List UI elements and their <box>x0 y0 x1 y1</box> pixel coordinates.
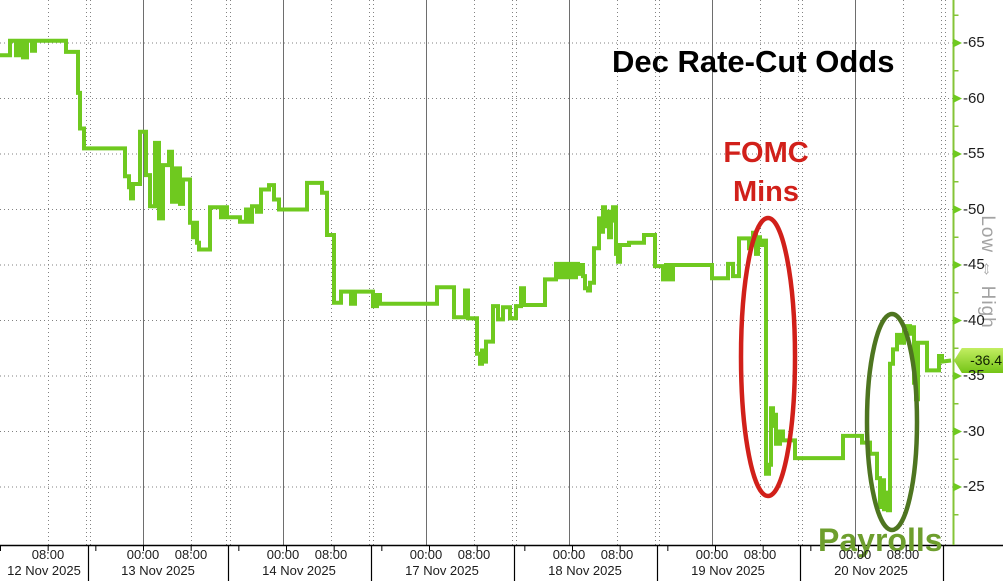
y-axis-label: -35 <box>963 367 985 384</box>
fomc-ellipse <box>738 215 798 499</box>
x-axis-time-label: 00:00 <box>838 547 872 562</box>
y-axis-label: -60 <box>963 89 985 107</box>
y-axis-label: -45 <box>963 256 985 273</box>
x-axis-time-label: 08:00 <box>457 547 491 562</box>
y-axis-arrow-tick <box>953 427 962 436</box>
fomc-annotation-line2: Mins <box>732 176 800 208</box>
y-axis-label: -65 <box>963 34 985 51</box>
last-value-badge: -36.4 <box>954 347 1003 373</box>
x-axis-date-label: 13 Nov 2025 <box>121 563 195 578</box>
x-axis-time-label: 08:00 <box>174 547 208 562</box>
y-axis-arrow-tick <box>953 371 962 381</box>
x-axis-date-label: 20 Nov 2025 <box>834 563 908 578</box>
x-axis-time-label: 00:00 <box>695 547 729 562</box>
x-axis-date-label: 14 Nov 2025 <box>262 563 336 578</box>
x-axis-time-label: 00:00 <box>409 547 443 562</box>
x-axis-time-label: 08:00 <box>886 547 920 562</box>
chart-title: Dec Rate-Cut Odds <box>612 44 895 79</box>
y-axis-label: -30 <box>963 422 985 440</box>
x-axis-time-label: 08:00 <box>600 547 634 562</box>
price-line[interactable] <box>0 38 952 513</box>
fomc-annotation: FOMC Mins <box>688 134 844 212</box>
x-axis-time-label: 08:00 <box>31 547 65 562</box>
y-axis-label: -25 <box>963 478 985 495</box>
payrolls-annotation: Payrolls <box>818 522 943 558</box>
y-axis-arrow-tick <box>953 94 962 103</box>
x-axis-time-label: 08:00 <box>743 547 777 562</box>
x-axis-time-label: 00:00 <box>126 547 160 562</box>
y-axis-label: -50 <box>963 200 985 218</box>
x-axis-date-label: 19 Nov 2025 <box>691 563 765 578</box>
x-axis-date-label: 18 Nov 2025 <box>548 563 622 578</box>
fomc-annotation-line1: FOMC <box>723 137 809 169</box>
x-axis-time-label: 00:00 <box>552 547 586 562</box>
y-axis-arrow-tick <box>953 260 962 270</box>
y-axis-label: -40 <box>963 311 985 329</box>
y-axis-arrow-tick <box>953 316 962 325</box>
x-axis-time-label: 00:00 <box>266 547 300 562</box>
y-axis-label: -55 <box>963 145 985 162</box>
y-axis-arrow-tick <box>953 149 962 159</box>
y-axis-arrow-tick <box>953 482 962 492</box>
y-axis-arrow-tick <box>953 205 962 214</box>
payrolls-ellipse <box>864 311 920 533</box>
x-axis-time-label: 08:00 <box>314 547 348 562</box>
x-axis-date-label: 17 Nov 2025 <box>405 563 479 578</box>
x-axis-date-label: 12 Nov 2025 <box>7 563 81 578</box>
y-axis-arrow-tick <box>953 38 962 48</box>
